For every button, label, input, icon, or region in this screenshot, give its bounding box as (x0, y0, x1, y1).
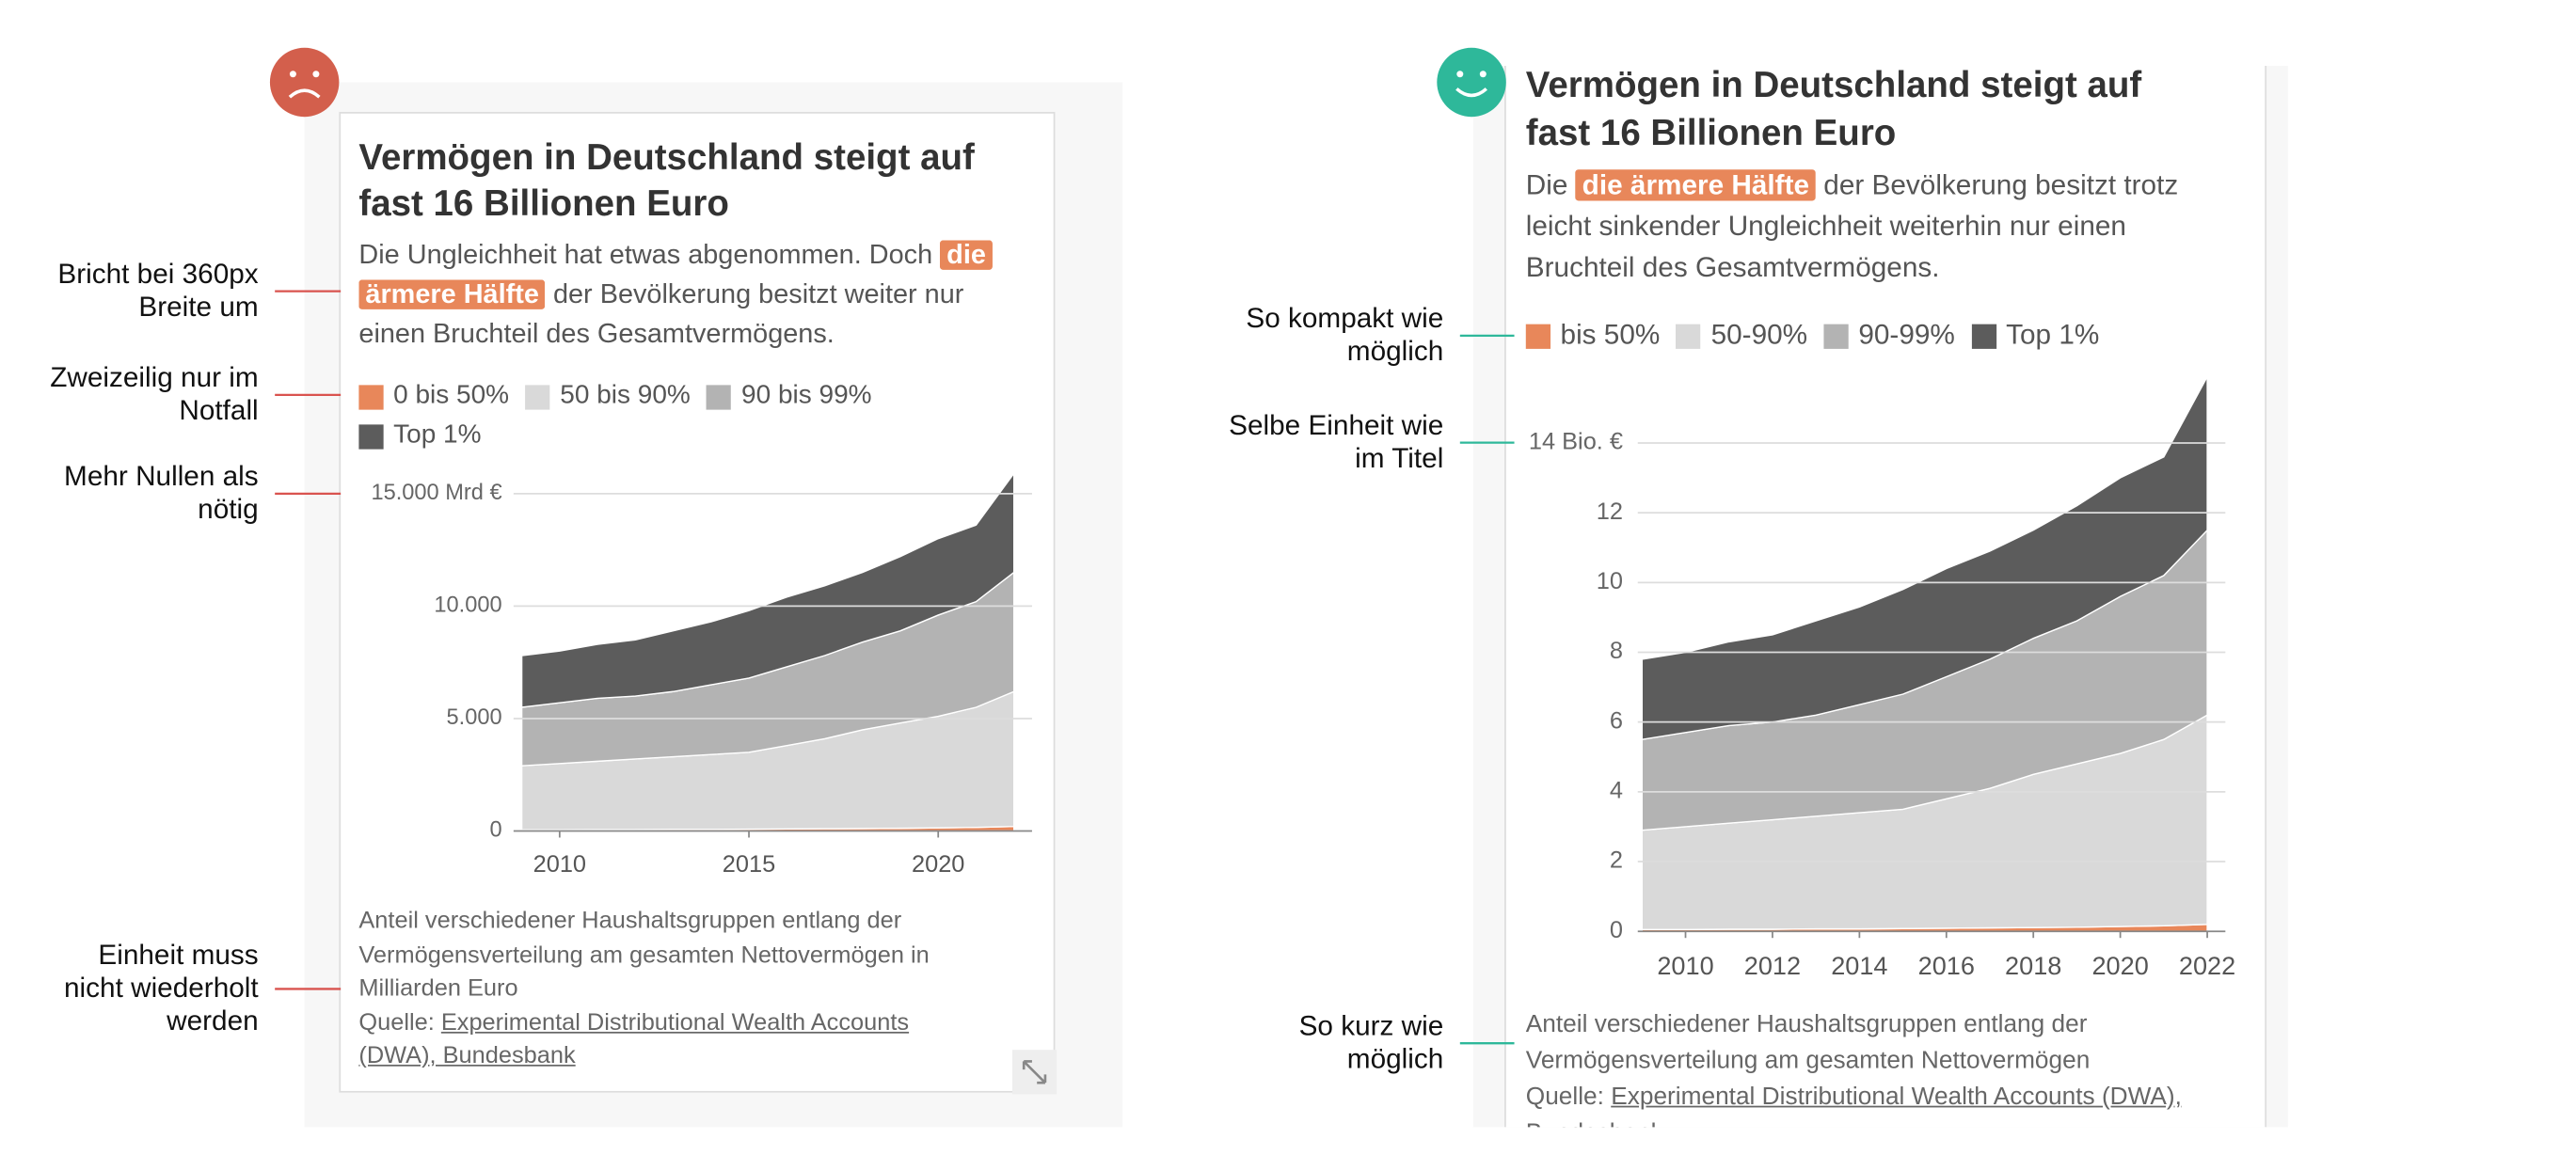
annotation-line-text: So kurz wie (1298, 1010, 1444, 1042)
annotation-line-text: nötig (198, 493, 259, 526)
legend-label: Top 1% (2006, 319, 2100, 351)
legend: bis 50% 50-90% 90-99% Top 1% (1525, 316, 2250, 356)
highlight: die ärmere Hälfte (1575, 169, 1817, 200)
y-tick-label: 12 (1597, 498, 1623, 525)
y-tick-label: 6 (1610, 707, 1623, 734)
caption: Anteil verschiedener Haushaltsgruppen en… (358, 905, 993, 1073)
expand-icon (1022, 1060, 1047, 1084)
x-tick-label: 2020 (2091, 951, 2148, 980)
legend-swatch (1971, 323, 1996, 349)
annotation: Mehr Nullen als nötig (0, 461, 259, 527)
legend-swatch (707, 384, 732, 409)
legend-item: 50-90% (1676, 316, 1808, 356)
legend-item: 90 bis 99% (707, 377, 872, 417)
annotation-line-text: Mehr Nullen als (64, 460, 259, 493)
annotation-line-text: möglich (1346, 1043, 1444, 1075)
annotation-line-text: Bricht bei 360px (57, 258, 259, 290)
x-tick-label: 2012 (1744, 951, 1801, 980)
legend-item: bis 50% (1525, 316, 1661, 356)
chart-title: Vermögen in Deutschland steigt auf fast … (1525, 65, 2142, 153)
annotation-line-text: nicht wiederholt (64, 972, 259, 1005)
annotation-line-text: Breite um (138, 291, 259, 323)
source-label: Quelle: (1525, 1083, 1604, 1111)
annotation-line-text: möglich (1346, 335, 1444, 368)
chart-title: Vermögen in Deutschland steigt auf fast … (358, 136, 975, 224)
y-tick-label: 5.000 (447, 705, 502, 730)
y-tick-label: 10 (1597, 568, 1623, 594)
source-link[interactable]: Experimental Distributional Wealth Accou… (1526, 1083, 2182, 1127)
x-tick-label: 2020 (912, 851, 964, 878)
annotation: Zweizeilig nur im Notfall (0, 362, 259, 428)
x-tick-label: 2016 (1918, 951, 1975, 980)
x-tick-label: 2010 (533, 851, 586, 878)
annotation: So kurz wie möglich (1180, 1010, 1444, 1076)
y-tick-label: 4 (1610, 778, 1623, 804)
subtitle-part: Die Ungleichheit hat etwas abgenommen. D… (358, 240, 941, 270)
area (520, 471, 1015, 708)
annotation-line-text: Selbe Einheit wie (1229, 409, 1444, 441)
legend-item: 90-99% (1823, 316, 1955, 356)
source-link[interactable]: Experimental Distributional Wealth Accou… (358, 1009, 910, 1070)
annotation-line-text: Zweizeilig nur im (50, 361, 259, 394)
annotation: Einheit muss nicht wiederholt werden (0, 940, 259, 1038)
legend-item: Top 1% (358, 417, 482, 456)
y-tick-label: 10.000 (434, 593, 501, 618)
legend-label: Top 1% (393, 420, 482, 450)
source: Quelle: Experimental Distributional Weal… (1525, 1080, 2218, 1127)
annotation-line-text: So kompakt wie (1246, 302, 1444, 335)
annotation: Selbe Einheit wie im Titel (1180, 410, 1443, 476)
source-label: Quelle: (358, 1009, 435, 1036)
annotation: Bricht bei 360px Breite um (0, 259, 259, 324)
chart-subtitle: Die die ärmere Hälfte der Bevölkerung be… (1526, 165, 2226, 288)
x-tick-label: 2018 (2005, 951, 2061, 980)
x-tick-label: 2014 (1831, 951, 1887, 980)
legend-label: 90-99% (1858, 319, 1955, 351)
x-tick-label: 2010 (1657, 951, 1713, 980)
caption-text: Anteil verschiedener Haushaltsgruppen en… (358, 908, 930, 1003)
legend-item: 0 bis 50% (358, 377, 509, 417)
y-tick-label: 15.000 Mrd € (371, 481, 501, 505)
legend: 0 bis 50% 50 bis 90% 90 bis 99% Top 1% (358, 377, 927, 456)
expand-button[interactable] (1011, 1050, 1057, 1095)
legend-item: Top 1% (1971, 316, 2099, 356)
legend-swatch (1676, 323, 1702, 349)
sad-face (269, 47, 340, 118)
annotation-line-text: Notfall (179, 394, 259, 427)
annotation-line-text: werden (167, 1005, 259, 1037)
legend-swatch (1823, 323, 1849, 349)
legend-swatch (1525, 323, 1551, 349)
source: Quelle: Experimental Distributional Weal… (358, 1006, 993, 1074)
legend-item: 50 bis 90% (525, 377, 691, 417)
caption-text: Anteil verschiedener Haushaltsgruppen en… (1525, 1010, 2091, 1075)
annotation-line-text: im Titel (1355, 442, 1444, 474)
legend-label: bis 50% (1560, 319, 1661, 351)
caption: Anteil verschiedener Haushaltsgruppen en… (1525, 1007, 2218, 1127)
annotation-line-text: Einheit muss (98, 939, 259, 972)
legend-label: 0 bis 50% (393, 381, 510, 410)
subtitle-part: der Bevölkerung besitzt trotz leicht sin… (1525, 169, 2179, 283)
legend-label: 50 bis 90% (560, 381, 691, 410)
y-tick-label: 14 Bio. € (1529, 429, 1623, 455)
y-tick-label: 2 (1610, 847, 1623, 874)
legend-swatch (358, 384, 384, 409)
area (1641, 376, 2208, 741)
legend-label: 90 bis 99% (741, 381, 872, 410)
legend-label: 50-90% (1710, 319, 1808, 351)
chart-subtitle: Die Ungleichheit hat etwas abgenommen. D… (358, 235, 1037, 354)
annotation: So kompakt wie möglich (1180, 303, 1443, 369)
x-tick-label: 2015 (723, 851, 775, 878)
y-tick-label: 8 (1610, 638, 1623, 664)
subtitle-part: der Bevölkerung besitzt weiter nur einen… (358, 279, 964, 349)
legend-swatch (358, 423, 384, 449)
legend-swatch (525, 384, 550, 409)
y-tick-label: 0 (489, 818, 501, 843)
x-tick-label: 2022 (2179, 951, 2235, 980)
y-tick-label: 0 (1610, 917, 1623, 943)
subtitle-part: Die (1525, 169, 1576, 201)
happy-face (1437, 47, 1506, 118)
